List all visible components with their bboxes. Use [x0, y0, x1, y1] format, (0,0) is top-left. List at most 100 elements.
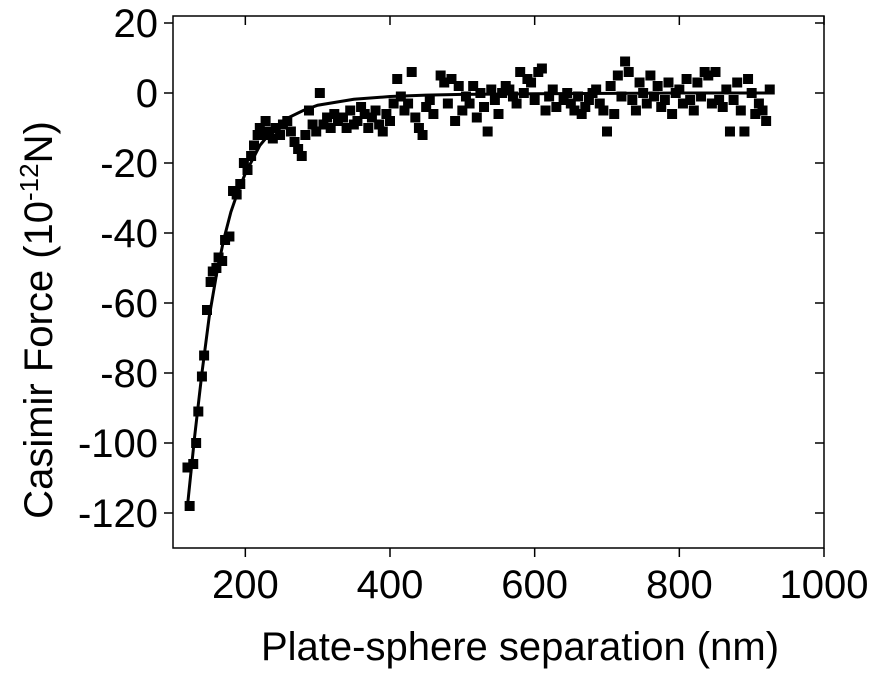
data-point — [717, 102, 728, 112]
x-axis-label: Plate-sphere separation (nm) — [261, 625, 779, 669]
data-point — [753, 98, 764, 109]
data-point — [511, 98, 522, 109]
data-point — [421, 102, 432, 112]
data-point — [471, 112, 482, 123]
data-point — [424, 95, 435, 105]
data-point — [385, 116, 395, 126]
y-tick-label: -80 — [100, 352, 158, 396]
data-point — [757, 105, 768, 116]
data-point — [191, 438, 202, 448]
data-point — [325, 123, 336, 133]
data-point — [217, 256, 228, 266]
data-point — [609, 109, 620, 119]
data-point — [450, 116, 461, 126]
data-point — [267, 133, 278, 144]
y-axis-label: Casimir Force (10-12N) — [14, 121, 61, 519]
data-point — [667, 109, 678, 119]
data-point — [547, 84, 558, 95]
data-point — [479, 102, 490, 112]
data-point — [652, 81, 663, 91]
data-point — [529, 95, 540, 105]
data-point — [706, 98, 717, 109]
data-point — [507, 91, 518, 102]
data-point — [598, 105, 609, 116]
data-point — [303, 105, 314, 116]
y-tick-label: -100 — [78, 422, 158, 466]
data-point — [264, 126, 275, 137]
x-tick-label: 200 — [212, 563, 279, 607]
data-point — [641, 98, 652, 109]
data-point — [275, 130, 286, 140]
data-point — [377, 126, 388, 137]
data-point — [435, 70, 446, 81]
data-point — [583, 95, 594, 105]
data-point — [569, 105, 580, 116]
data-point — [332, 116, 343, 126]
data-point — [428, 109, 439, 119]
data-point — [311, 126, 322, 137]
data-point — [750, 109, 761, 119]
data-point — [370, 105, 381, 116]
data-point — [504, 84, 515, 95]
data-point — [293, 144, 304, 154]
data-point — [602, 126, 612, 137]
data-point — [515, 67, 526, 77]
x-tick-label: 1000 — [780, 563, 869, 607]
data-point — [594, 98, 605, 109]
data-point — [345, 105, 356, 116]
data-point — [374, 119, 385, 130]
data-point — [260, 116, 271, 126]
y-axis-label-main: Casimir Force (10 — [17, 201, 61, 519]
data-point — [224, 231, 235, 242]
data-point — [739, 126, 750, 137]
y-tick-label: 0 — [136, 72, 158, 116]
data-point — [381, 109, 392, 119]
data-point — [634, 77, 645, 88]
data-point — [356, 102, 367, 112]
data-point — [238, 158, 249, 168]
y-tick-label: -40 — [100, 212, 158, 256]
data-point — [314, 88, 325, 98]
data-point — [300, 130, 311, 140]
data-point — [486, 84, 497, 95]
data-point — [201, 305, 212, 315]
x-tick-label: 400 — [357, 563, 424, 607]
data-point — [468, 81, 479, 91]
data-point — [685, 95, 696, 105]
data-point — [692, 77, 703, 88]
data-point — [252, 130, 263, 140]
data-point — [493, 109, 504, 119]
data-point — [337, 112, 348, 123]
data-point — [677, 98, 688, 109]
data-point — [544, 91, 555, 102]
data-point — [630, 105, 641, 116]
data-point — [612, 70, 623, 81]
data-point — [352, 116, 363, 126]
data-point — [681, 74, 692, 84]
data-point — [688, 105, 699, 116]
data-point — [573, 91, 584, 102]
y-axis-label-sup: -12 — [14, 163, 44, 201]
data-point — [413, 123, 424, 133]
data-point — [703, 70, 714, 81]
data-point — [254, 123, 265, 133]
data-point — [318, 119, 329, 130]
data-point — [620, 56, 631, 67]
y-axis-label-end: N) — [17, 121, 61, 163]
data-point — [605, 81, 616, 91]
data-point — [341, 123, 352, 133]
data-point — [388, 98, 399, 109]
data-point — [565, 98, 576, 109]
data-point — [439, 77, 450, 88]
data-point — [322, 112, 333, 123]
data-point — [329, 109, 340, 119]
plot-frame — [172, 15, 825, 549]
data-point — [536, 63, 547, 74]
data-point — [761, 116, 772, 126]
y-tick-label: -20 — [100, 142, 158, 186]
data-point — [359, 109, 370, 119]
data-point — [457, 105, 468, 116]
data-point — [728, 95, 739, 105]
data-point — [417, 130, 428, 140]
